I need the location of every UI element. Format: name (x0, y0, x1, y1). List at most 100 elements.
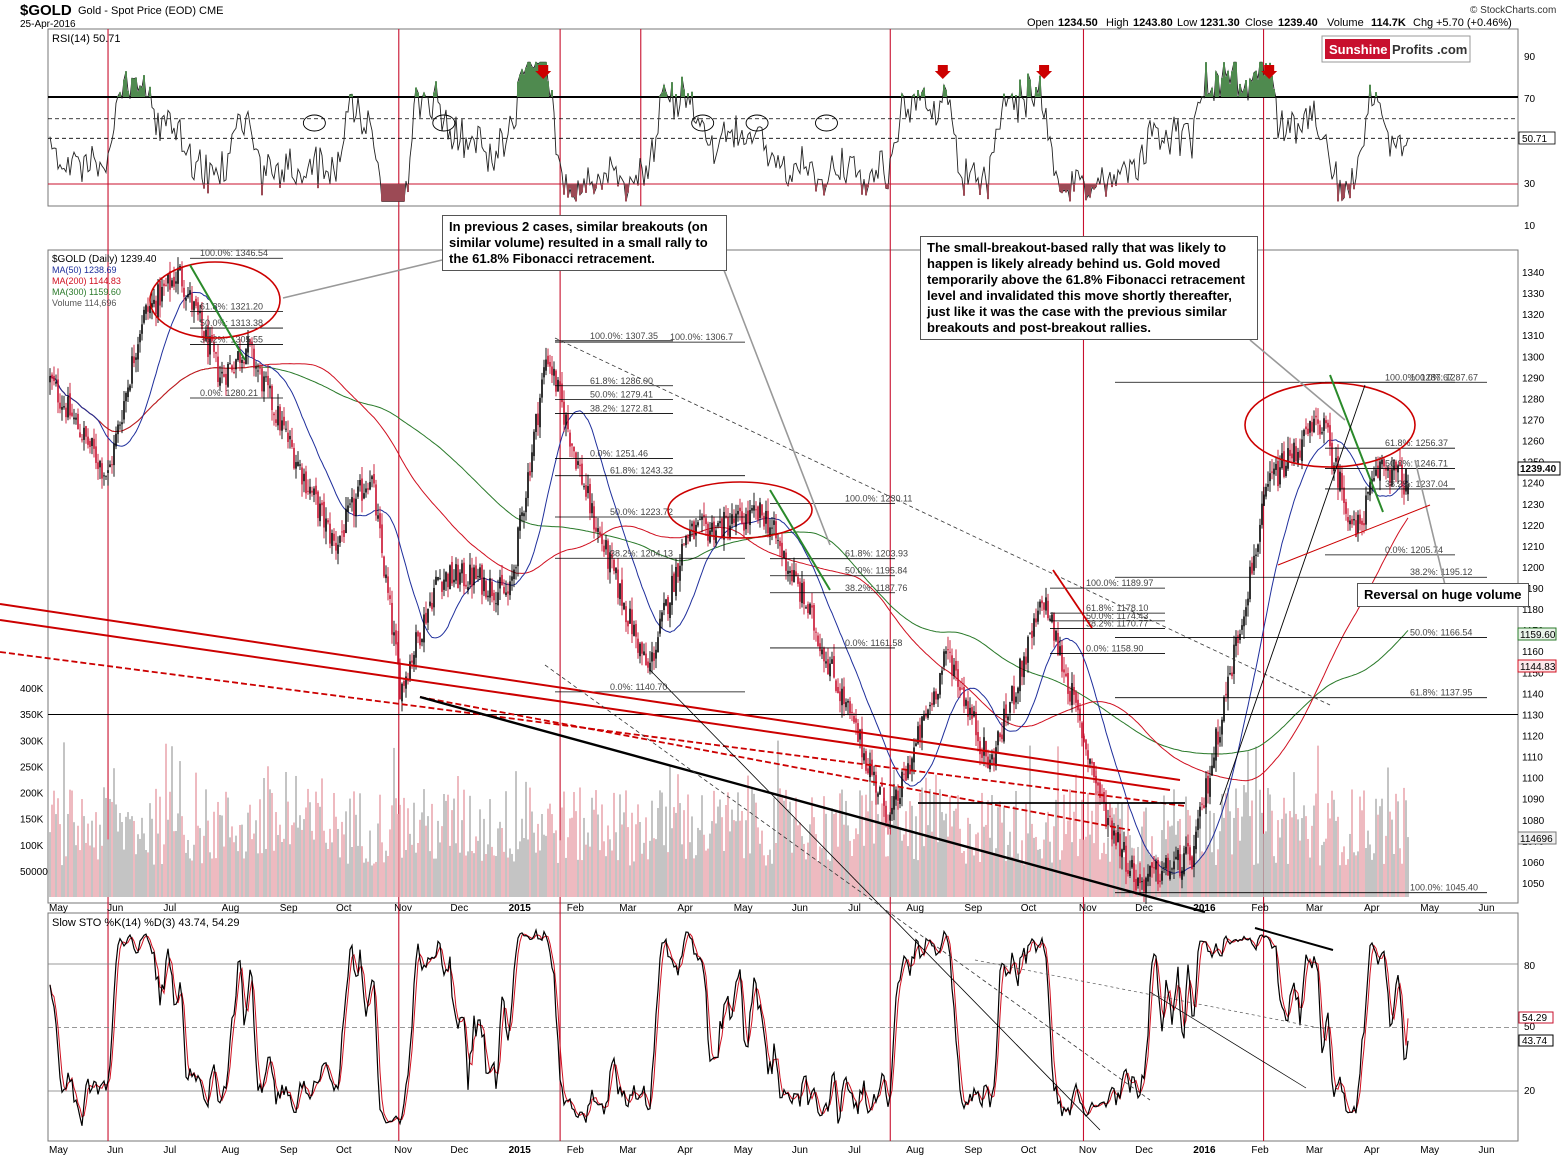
price-bar-body (789, 571, 791, 573)
volume-bar (1229, 811, 1231, 897)
volume-bar (583, 818, 585, 897)
price-bar-body (1161, 871, 1163, 881)
month-label-mid: Sep (280, 903, 298, 914)
annotation-box-previous-cases: In previous 2 cases, similar breakouts (… (442, 215, 727, 271)
price-tick-label: 1140 (1522, 689, 1544, 700)
volume-bar (521, 819, 523, 897)
volume-bar (515, 771, 517, 897)
volume-bar (157, 834, 159, 897)
volume-bar (87, 824, 89, 897)
price-bar-body (797, 577, 799, 584)
volume-bar (897, 802, 899, 897)
price-bar-body (963, 687, 965, 706)
price-bar-body (1321, 432, 1323, 433)
volume-bar (891, 824, 893, 897)
rsi-overbought-fill (691, 92, 693, 97)
volume-bar (1225, 793, 1227, 897)
volume-bar (581, 860, 583, 897)
rsi-overbought-fill (663, 85, 665, 97)
price-bar-body (761, 504, 763, 515)
rsi-overbought-fill (1253, 73, 1255, 97)
volume-bar (1241, 817, 1243, 897)
price-bar-body (143, 310, 145, 323)
price-bar-body (909, 765, 911, 774)
price-bar-body (53, 376, 55, 381)
volume-bar (783, 801, 785, 897)
price-bar-body (1155, 861, 1157, 869)
volume-bar (473, 853, 475, 897)
price-bar-body (957, 669, 959, 687)
volume-bar (1163, 796, 1165, 897)
rsi-overbought-fill (675, 94, 677, 97)
volume-bar (561, 808, 563, 897)
price-bar-body (879, 787, 881, 795)
fib-2015-oct-label: 0.0%: 1158.90 (1086, 644, 1143, 654)
rsi-overbought-fill (1015, 95, 1017, 97)
price-bar-body (689, 530, 691, 541)
price-bar-body (855, 718, 857, 722)
month-label-bottom: Apr (1364, 1145, 1380, 1156)
month-label-bottom: Apr (677, 1145, 693, 1156)
price-bar-body (1169, 872, 1171, 880)
volume-bar (137, 834, 139, 897)
volume-bar (201, 863, 203, 897)
price-bar-body (543, 367, 545, 377)
volume-bar (543, 835, 545, 897)
volume-bar (1073, 812, 1075, 897)
volume-bar (577, 860, 579, 897)
volume-bar (679, 803, 681, 897)
volume-bar (227, 798, 229, 897)
month-label-mid: May (49, 903, 68, 914)
volume-bar (1041, 858, 1043, 897)
price-bar-body (1163, 867, 1165, 868)
rsi-oversold-fill (567, 184, 569, 198)
fib-2015-may-label: 61.8%: 1203.93 (845, 549, 908, 559)
price-bar-body (1303, 430, 1305, 436)
price-bar-body (257, 371, 259, 372)
volume-bar (1243, 785, 1245, 897)
price-bar-body (807, 604, 809, 613)
volume-bar (919, 793, 921, 897)
price-bar-body (591, 503, 593, 513)
volume-bar (613, 793, 615, 897)
price-bar-body (837, 687, 839, 693)
volume-bar (1273, 856, 1275, 897)
volume-bar (793, 818, 795, 897)
price-bar-body (495, 603, 497, 604)
price-bar-body (1353, 519, 1355, 520)
price-bar-body (333, 534, 335, 541)
price-bar-body (475, 565, 477, 579)
price-bar-body (1159, 881, 1161, 882)
rsi-overbought-fill (417, 92, 419, 97)
rsi-oversold-fill (967, 184, 969, 185)
price-bar-body (819, 643, 821, 651)
price-tick-label: 1100 (1522, 774, 1544, 785)
rsi-label: RSI(14) 50.71 (52, 33, 120, 45)
price-bar-body (913, 747, 915, 762)
volume-bar (569, 818, 571, 897)
price-bar-body (1199, 807, 1201, 817)
price-bar-body (949, 652, 951, 653)
fib-2015-jan-label: 100.0%: 1307.35 (590, 331, 658, 341)
volume-bar (369, 831, 371, 897)
volume-bar (1255, 747, 1257, 897)
price-bar-body (139, 334, 141, 342)
legend-title: $GOLD (Daily) 1239.40 (52, 254, 157, 265)
volume-bar (117, 832, 119, 897)
price-bar-body (1115, 833, 1117, 846)
price-bar-body (1335, 458, 1337, 462)
volume-bar (325, 843, 327, 897)
price-bar-body (1261, 504, 1263, 525)
volume-bar (623, 812, 625, 897)
price-bar-body (79, 432, 81, 437)
price-bar-body (457, 565, 459, 588)
price-bar-body (983, 737, 985, 756)
volume-bar (551, 814, 553, 897)
rsi-oversold-fill (1059, 184, 1061, 192)
price-bar-body (979, 741, 981, 754)
volume-bar (965, 864, 967, 897)
price-bar-body (1171, 868, 1173, 869)
volume-bar (213, 812, 215, 897)
price-bar-body (439, 578, 441, 579)
fib-2016-short-label: 38.2%: 1237.04 (1385, 479, 1448, 489)
